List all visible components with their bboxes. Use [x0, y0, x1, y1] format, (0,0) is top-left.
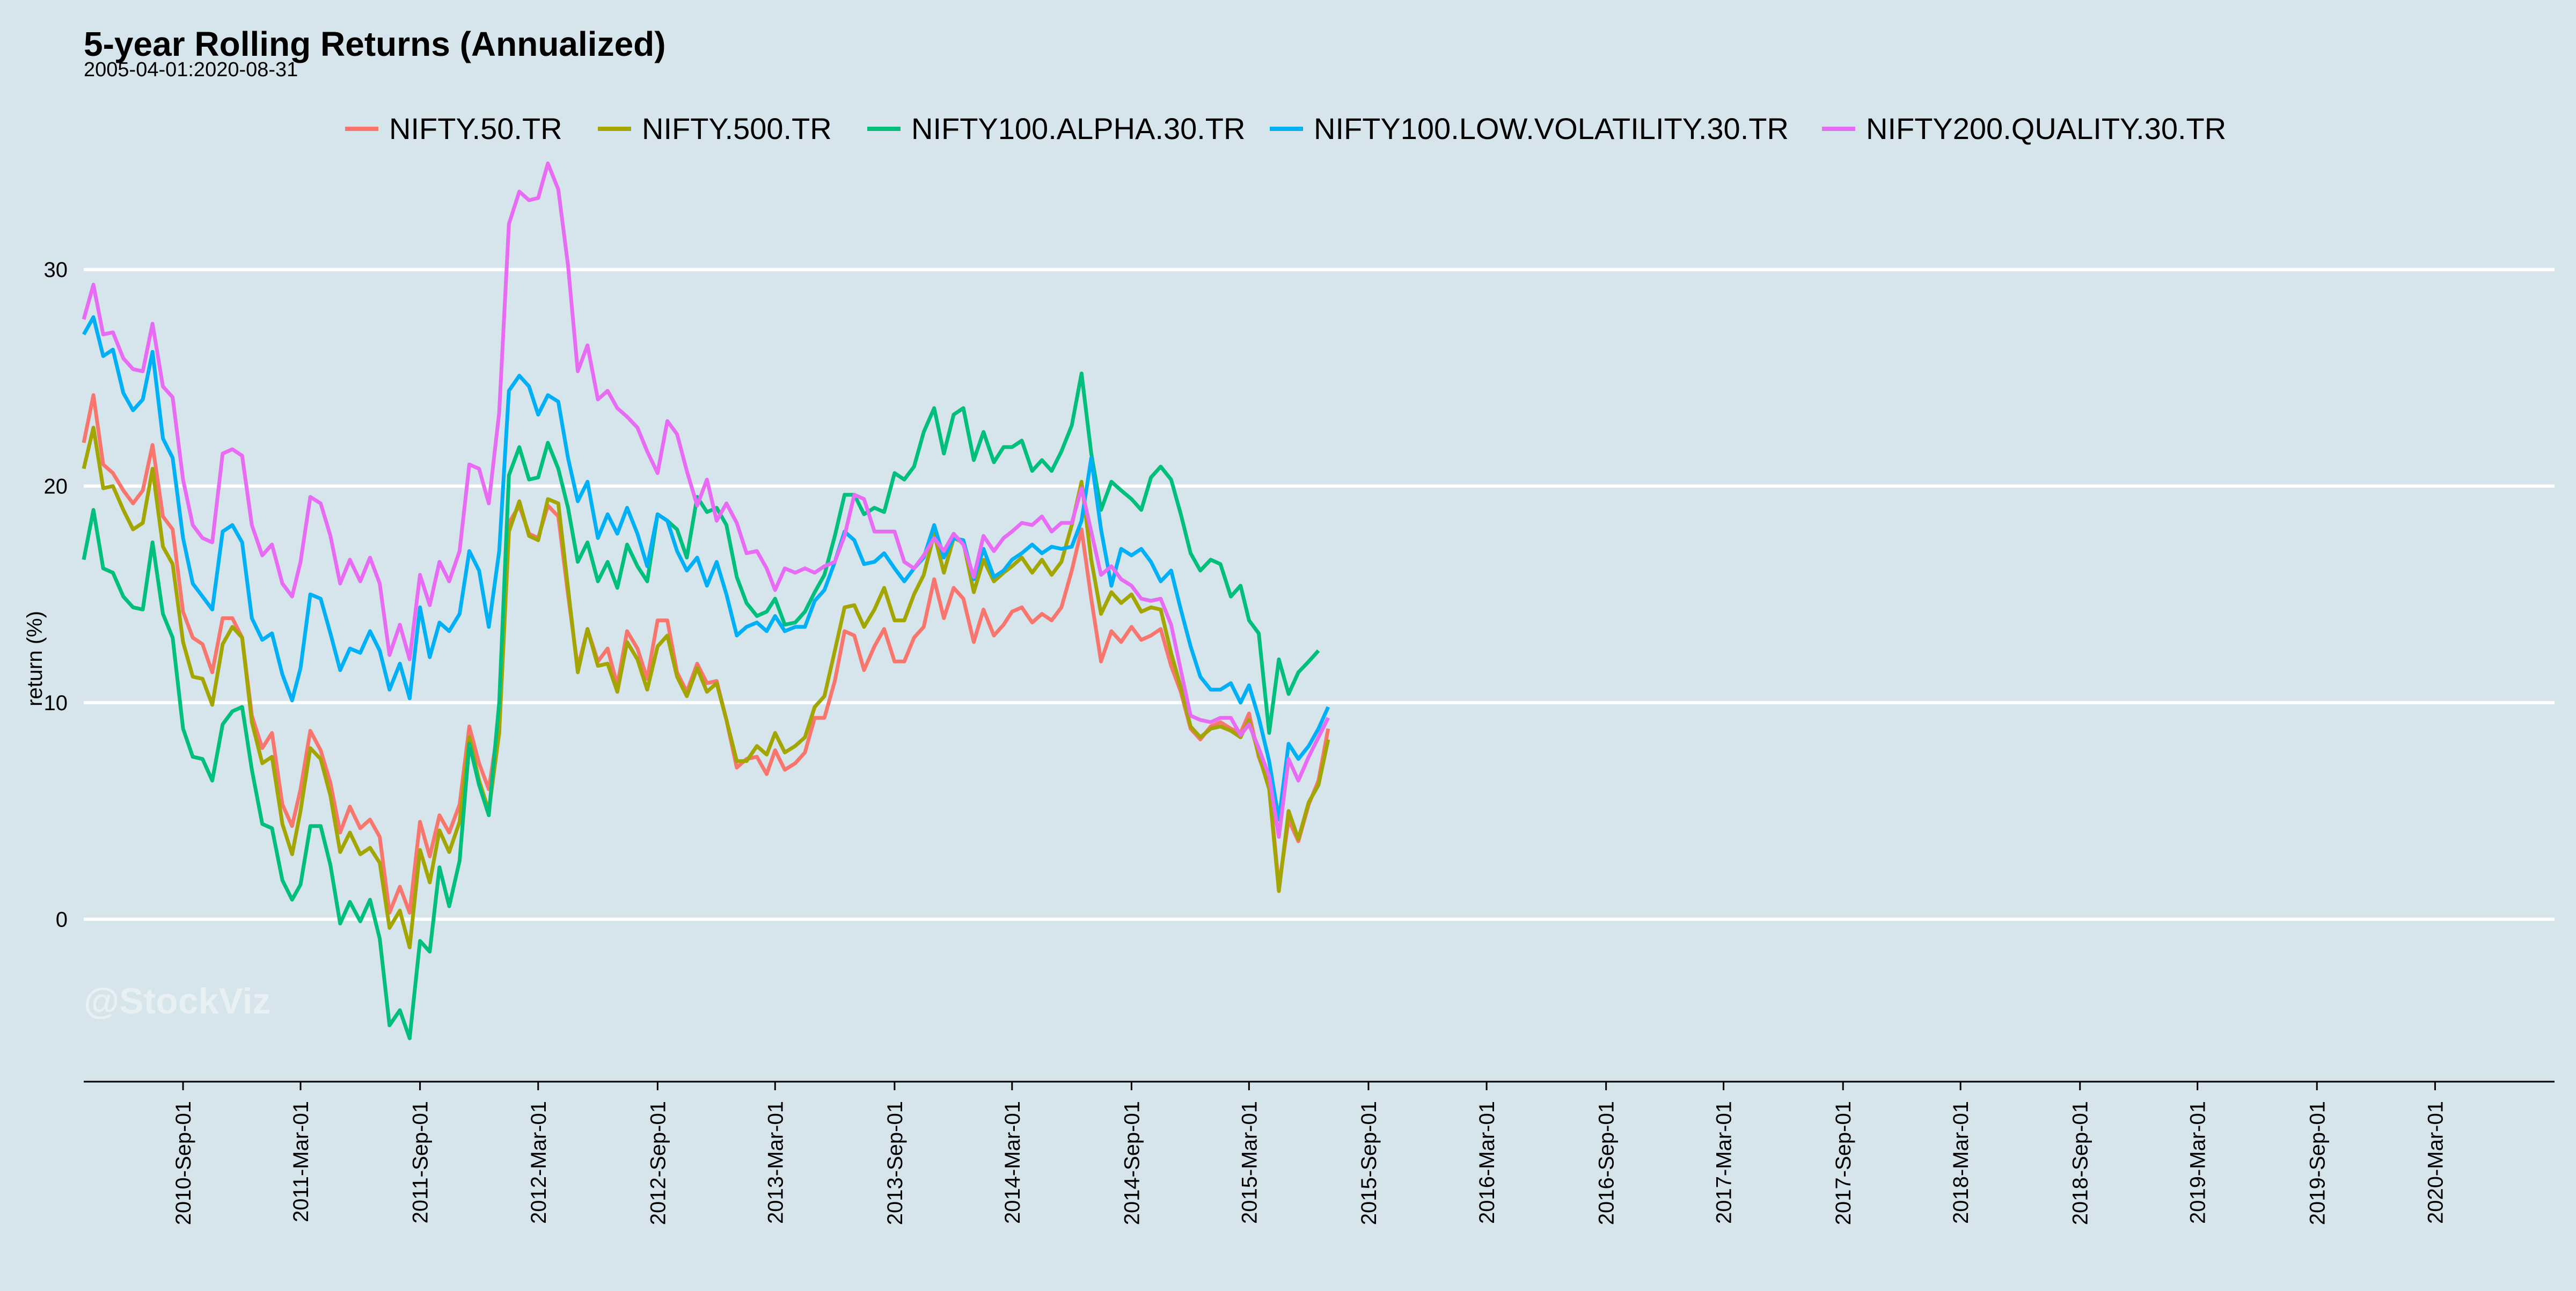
x-tick-label: 2017-Sep-01	[1832, 1101, 1855, 1225]
series-line-nifty100-alpha-30-tr	[82, 371, 1320, 1040]
x-tick-label: 2013-Sep-01	[883, 1101, 907, 1225]
x-tick-label: 2011-Mar-01	[289, 1101, 313, 1222]
x-tick-label: 2010-Sep-01	[172, 1101, 195, 1225]
x-tick-label: 2014-Sep-01	[1120, 1101, 1144, 1225]
x-tick-label: 2015-Sep-01	[1357, 1101, 1381, 1225]
x-tick-label: 2016-Mar-01	[1475, 1101, 1499, 1224]
watermark: @StockViz	[84, 981, 271, 1022]
y-axis-label: return (%)	[23, 611, 47, 706]
x-tick-label: 2012-Sep-01	[646, 1101, 670, 1225]
chart-subtitle: 2005-04-01:2020-08-31	[84, 59, 298, 81]
x-tick-label: 2019-Sep-01	[2306, 1101, 2329, 1225]
x-tick-label: 2011-Sep-01	[409, 1101, 433, 1223]
x-axis: 2010-Sep-01 2011-Mar-01 2011-Sep-01 2012-Ma…	[84, 1081, 2555, 1225]
x-tick-label: 2017-Mar-01	[1713, 1101, 1736, 1224]
x-tick-label: 2016-Sep-01	[1595, 1101, 1619, 1225]
x-tick-label: 2020-Mar-01	[2424, 1101, 2447, 1224]
series-lines	[82, 161, 1330, 1040]
x-tick-label: 2014-Mar-01	[1001, 1101, 1024, 1224]
legend-label-nifty100-alpha-30-tr: NIFTY100.ALPHA.30.TR	[911, 112, 1245, 145]
x-tick-label: 2018-Sep-01	[2069, 1101, 2092, 1225]
x-tick-label: 2019-Mar-01	[2186, 1101, 2210, 1224]
series-line-nifty-500-tr	[82, 426, 1330, 950]
gridlines: 0 10 20 30	[44, 258, 2555, 931]
chart-title: 5-year Rolling Returns (Annualized)	[84, 25, 666, 63]
series-line-nifty100-low-volatility-30-tr	[82, 315, 1330, 822]
y-tick-label: 0	[56, 908, 68, 931]
x-tick-label: 2018-Mar-01	[1949, 1101, 1973, 1224]
legend-label-nifty-50-tr: NIFTY.50.TR	[389, 112, 562, 145]
y-tick-label: 10	[44, 691, 68, 715]
x-tick-label: 2012-Mar-01	[527, 1101, 551, 1224]
y-tick-label: 30	[44, 258, 68, 282]
legend-label-nifty100-low-volatility-30-tr: NIFTY100.LOW.VOLATILITY.30.TR	[1314, 112, 1789, 145]
legend-label-nifty-500-tr: NIFTY.500.TR	[642, 112, 832, 145]
series-line-nifty-50-tr	[82, 393, 1330, 915]
series-line-nifty200-quality-30-tr	[82, 161, 1330, 839]
legend-label-nifty200-quality-30-tr: NIFTY200.QUALITY.30.TR	[1866, 112, 2226, 145]
y-tick-label: 20	[44, 475, 68, 499]
x-tick-label: 2015-Mar-01	[1238, 1101, 1261, 1224]
legend: NIFTY.50.TR NIFTY.500.TR NIFTY100.ALPHA.30…	[345, 112, 2226, 145]
x-tick-label: 2013-Mar-01	[764, 1101, 787, 1224]
